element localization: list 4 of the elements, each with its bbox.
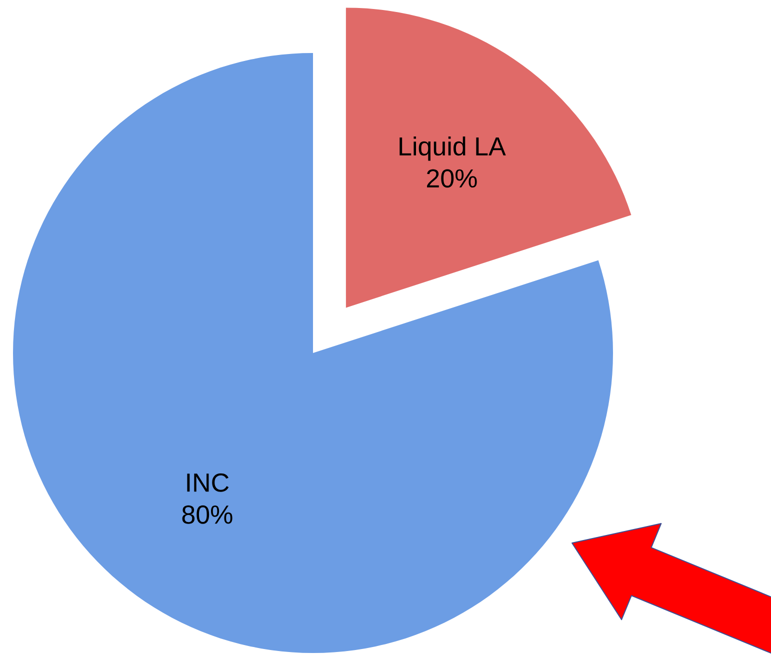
slice-label: Liquid LA <box>400 136 506 161</box>
data-label: 20% <box>427 169 477 188</box>
data-label: 80% <box>182 505 232 524</box>
slice-label: INC <box>187 473 229 492</box>
